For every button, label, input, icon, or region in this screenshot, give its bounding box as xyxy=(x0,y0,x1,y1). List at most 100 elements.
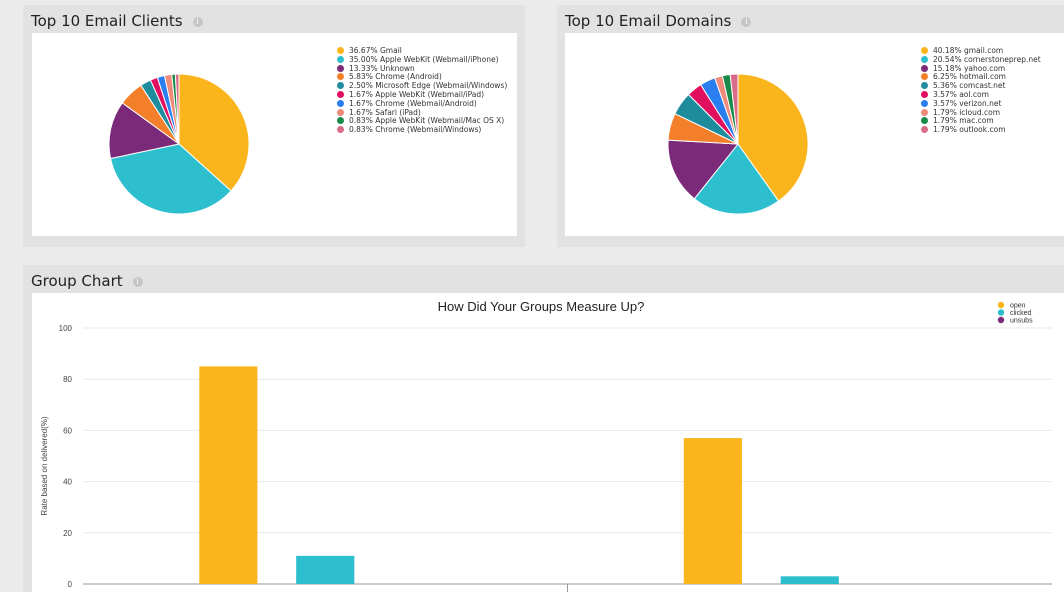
legend-swatch xyxy=(921,73,928,81)
pie-slice[interactable] xyxy=(667,139,739,200)
legend-label: 1.67% Safari (iPad) xyxy=(349,107,421,117)
y-tick-label: 60 xyxy=(63,426,72,435)
legend-label: 40.18% gmail.com xyxy=(933,46,1004,55)
legend-label: 0.83% Chrome (Webmail/Windows) xyxy=(349,125,482,135)
legend-swatch xyxy=(997,309,1005,316)
legend-label: 1.79% outlook.com xyxy=(933,125,1006,135)
y-tick-label: 80 xyxy=(63,375,72,384)
legend-item[interactable]: 5.83% Chrome (Android) xyxy=(337,72,507,82)
legend-swatch xyxy=(997,316,1005,324)
legend-swatch xyxy=(337,55,344,63)
pie-slice[interactable] xyxy=(108,102,181,160)
legend-item[interactable]: 6.25% hotmail.com xyxy=(921,72,1041,82)
legend-label: 1.79% icloud.com xyxy=(933,107,1001,117)
info-icon[interactable]: i xyxy=(741,17,752,27)
legend-label: 13.33% Unknown xyxy=(349,63,415,73)
panel-title-group: Group Chart i xyxy=(31,272,143,290)
legend-label: 35.00% Apple WebKit (Webmail/iPhone) xyxy=(349,54,499,64)
pie-slice[interactable] xyxy=(693,143,780,215)
panel-title-domains: Top 10 Email Domains i xyxy=(565,12,752,30)
legend-swatch xyxy=(337,99,344,107)
legend-swatch xyxy=(337,90,344,98)
legend-item[interactable]: 36.67% Gmail xyxy=(337,46,507,56)
legend-swatch xyxy=(337,126,344,134)
legend-item[interactable]: 1.67% Chrome (Webmail/Android) xyxy=(337,98,507,109)
legend-swatch xyxy=(337,64,344,72)
bar-open[interactable] xyxy=(683,438,742,584)
legend-item[interactable]: 1.79% outlook.com xyxy=(921,125,1041,135)
legend-label: 36.67% Gmail xyxy=(349,46,402,55)
chart-title: How Did Your Groups Measure Up? xyxy=(438,299,645,314)
legend-label: 15.18% yahoo.com xyxy=(933,63,1006,73)
legend-label: 0.83% Apple WebKit (Webmail/Mac OS X) xyxy=(349,116,505,126)
info-icon[interactable]: i xyxy=(132,277,143,287)
legend-item[interactable]: 35.00% Apple WebKit (Webmail/iPhone) xyxy=(337,54,507,65)
legend-item[interactable]: 40.18% gmail.com xyxy=(921,46,1041,56)
legend-swatch xyxy=(921,90,928,98)
legend-item[interactable]: 1.67% Safari (iPad) xyxy=(337,107,507,118)
legend-label: 5.83% Chrome (Android) xyxy=(349,72,442,82)
clients-chart-card: 36.67% Gmail 35.00% Apple WebKit (Webmail… xyxy=(32,33,517,236)
bar-open[interactable] xyxy=(199,366,258,584)
group-chart-card: How Did Your Groups Measure Up? 0 20 40 60 80… xyxy=(32,293,1064,592)
pie-slice[interactable] xyxy=(737,73,809,202)
email-domains-panel: Top 10 Email Domains i 40.18% gmail.com 20… xyxy=(557,5,1064,247)
legend-swatch xyxy=(337,73,344,81)
legend-label: 20.54% cornerstoneprep.net xyxy=(933,54,1041,64)
y-tick-label: 40 xyxy=(63,478,72,487)
legend-swatch xyxy=(921,117,928,125)
legend-swatch xyxy=(921,64,928,72)
clients-legend: 36.67% Gmail 35.00% Apple WebKit (Webmail… xyxy=(337,46,508,135)
bar-clicked[interactable] xyxy=(296,555,355,584)
legend-swatch xyxy=(921,47,928,54)
legend-label[interactable]: unsubs xyxy=(1010,318,1033,325)
pie-slice[interactable] xyxy=(178,73,250,192)
legend-label: 6.25% hotmail.com xyxy=(933,72,1006,82)
pie-slice[interactable] xyxy=(729,73,739,145)
domains-chart-card: 40.18% gmail.com 20.54% cornerstoneprep.n… xyxy=(565,33,1064,236)
legend-swatch xyxy=(921,82,928,90)
legend-swatch xyxy=(337,117,344,125)
clients-pie-chart xyxy=(108,73,250,215)
panel-title-clients: Top 10 Email Clients i xyxy=(31,12,203,30)
legend-item[interactable]: 20.54% cornerstoneprep.net xyxy=(921,54,1041,65)
legend-label: 3.57% verizon.net xyxy=(933,98,1002,108)
legend-label: 2.50% Microsoft Edge (Webmail/Windows) xyxy=(349,81,508,91)
legend-item[interactable]: 5.36% comcast.net xyxy=(921,81,1041,91)
legend-swatch xyxy=(997,301,1005,309)
legend-item[interactable]: 1.79% mac.com xyxy=(921,116,1041,126)
email-clients-panel: Top 10 Email Clients i 36.67% Gmail 35.00%… xyxy=(23,5,525,247)
legend-swatch xyxy=(921,108,928,116)
group-bar-chart: How Did Your Groups Measure Up? 0 20 40 60 80… xyxy=(40,299,1052,592)
legend-swatch xyxy=(921,99,928,107)
legend-swatch xyxy=(337,47,344,54)
group-chart-panel: Group Chart i How Did Your Groups Measure… xyxy=(23,265,1064,592)
legend-item[interactable]: 1.79% icloud.com xyxy=(921,107,1041,118)
y-tick-label: 0 xyxy=(68,580,73,589)
domains-pie-chart xyxy=(667,73,809,215)
legend-label: 1.67% Chrome (Webmail/Android) xyxy=(349,98,477,108)
legend-label[interactable]: clicked xyxy=(1010,310,1032,317)
y-axis-label: Rate based on delivered(%) xyxy=(40,416,49,516)
legend-item[interactable]: 2.50% Microsoft Edge (Webmail/Windows) xyxy=(337,81,508,91)
legend-swatch xyxy=(337,82,344,90)
y-tick-label: 100 xyxy=(59,324,73,333)
legend-label: 1.67% Apple WebKit (Webmail/iPad) xyxy=(349,89,485,99)
info-icon[interactable]: i xyxy=(192,17,203,27)
legend-label: 5.36% comcast.net xyxy=(933,81,1006,91)
legend-item[interactable]: 3.57% aol.com xyxy=(921,90,1041,100)
legend-label[interactable]: open xyxy=(1010,303,1026,310)
bar-clicked[interactable] xyxy=(780,576,839,584)
domains-legend: 40.18% gmail.com 20.54% cornerstoneprep.n… xyxy=(921,46,1041,135)
legend-swatch xyxy=(921,126,928,134)
pie-slice[interactable] xyxy=(174,73,180,145)
legend-swatch xyxy=(921,55,928,63)
legend-item[interactable]: 15.18% yahoo.com xyxy=(921,63,1041,74)
pie-slice[interactable] xyxy=(109,143,232,215)
legend-label: 1.79% mac.com xyxy=(933,116,994,126)
legend-item[interactable]: 13.33% Unknown xyxy=(337,63,507,74)
legend-item[interactable]: 1.67% Apple WebKit (Webmail/iPad) xyxy=(337,89,507,100)
legend-item[interactable]: 0.83% Chrome (Webmail/Windows) xyxy=(337,125,507,135)
legend-item[interactable]: 0.83% Apple WebKit (Webmail/Mac OS X) xyxy=(337,116,507,126)
legend-item[interactable]: 3.57% verizon.net xyxy=(921,98,1041,109)
